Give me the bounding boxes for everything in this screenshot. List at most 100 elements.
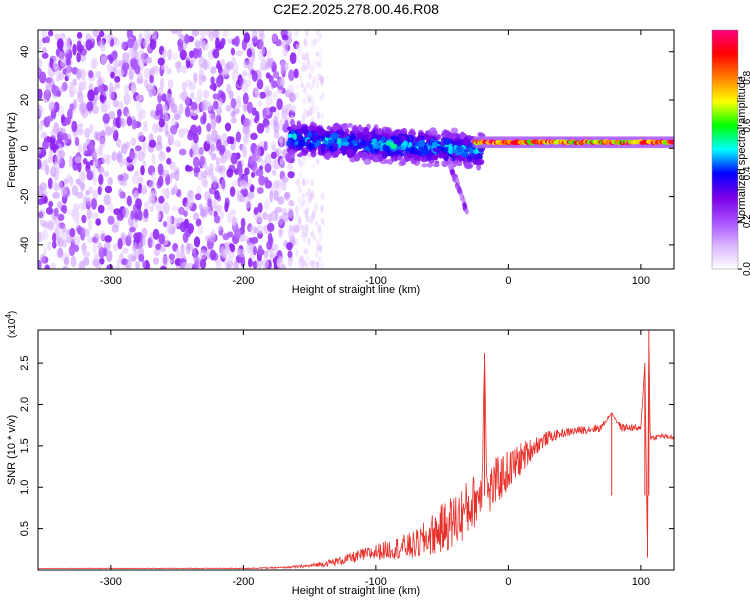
noise-cell	[303, 209, 308, 215]
noise-cell	[110, 71, 115, 79]
noise-cell	[305, 207, 309, 216]
band-cell	[391, 157, 396, 162]
noise-cell	[47, 220, 55, 231]
noise-cell	[314, 251, 319, 258]
noise-cell	[178, 128, 186, 139]
noise-cell	[236, 95, 242, 104]
noise-cell	[185, 96, 190, 107]
band-cell	[309, 124, 317, 130]
noise-cell	[69, 103, 75, 111]
snr-plot-background	[38, 330, 674, 570]
tail-cell	[447, 157, 452, 164]
noise-cell	[99, 230, 107, 241]
noise-cell	[297, 48, 302, 56]
band-cell	[432, 147, 440, 153]
noise-cell	[168, 134, 175, 146]
noise-cell	[126, 195, 132, 207]
noise-cell	[174, 140, 182, 148]
noise-cell	[71, 120, 78, 133]
noise-cell	[198, 56, 206, 68]
noise-cell	[158, 195, 165, 204]
noise-cell	[214, 114, 220, 124]
noise-cell	[167, 48, 173, 61]
noise-cell	[201, 170, 208, 178]
noise-cell	[61, 225, 67, 234]
noise-cell	[289, 52, 297, 64]
spectrogram-plot-area	[38, 30, 674, 269]
noise-cell	[62, 41, 71, 54]
noise-cell	[287, 228, 295, 240]
noise-cell	[271, 32, 278, 43]
spectrogram-y-ticks: -40 -20 0 20 40	[19, 46, 674, 253]
band-cell	[388, 130, 394, 137]
noise-cell	[221, 178, 226, 190]
noise-cell	[242, 92, 249, 105]
noise-cell	[320, 78, 324, 87]
noise-cell	[287, 163, 294, 170]
noise-cell	[140, 234, 146, 247]
noise-cell	[305, 191, 309, 198]
noise-cell	[90, 59, 97, 70]
noise-cell	[171, 103, 178, 114]
noise-cell	[227, 231, 234, 238]
noise-cell	[256, 122, 265, 134]
noise-cell	[62, 204, 68, 214]
band-cell	[390, 143, 398, 149]
noise-cell	[210, 144, 216, 153]
noise-cell	[68, 244, 76, 257]
noise-cell	[128, 47, 136, 59]
noise-cell	[168, 253, 176, 260]
noise-cell	[317, 224, 322, 234]
band-cell	[345, 148, 354, 156]
noise-cell	[245, 197, 252, 209]
noise-cell	[102, 113, 110, 124]
band-cell	[448, 146, 454, 155]
noise-cell	[304, 248, 309, 255]
noise-cell	[124, 141, 131, 149]
band-cell	[392, 137, 401, 145]
noise-cell	[137, 151, 145, 162]
noise-cell	[279, 158, 284, 165]
noise-cell	[166, 67, 172, 75]
noise-cell	[259, 91, 267, 99]
noise-cell	[159, 77, 165, 90]
noise-cell	[112, 242, 119, 252]
noise-cell	[269, 252, 276, 259]
noise-cell	[62, 265, 69, 269]
noise-cell	[70, 255, 77, 268]
noise-cell	[272, 169, 277, 176]
noise-cell	[138, 32, 143, 45]
noise-cell	[185, 242, 191, 255]
noise-cell	[254, 145, 261, 158]
noise-cell	[305, 262, 309, 268]
noise-cell	[112, 99, 119, 108]
noise-cell	[166, 157, 172, 165]
noise-cell	[253, 207, 259, 215]
noise-cell	[76, 69, 81, 81]
noise-cell	[108, 110, 116, 120]
noise-cell	[303, 86, 307, 94]
noise-cell	[298, 73, 302, 79]
noise-cell	[273, 115, 279, 127]
noise-cell	[239, 179, 248, 190]
noise-cell	[97, 164, 102, 172]
noise-cell	[216, 75, 222, 88]
colorbar-tick-label: 0.2	[742, 214, 750, 228]
colorbar-frame	[711, 29, 739, 270]
noise-cell	[92, 189, 99, 200]
noise-cell	[86, 208, 92, 220]
noise-cell	[244, 167, 250, 176]
noise-cell	[318, 232, 323, 241]
noise-cell	[158, 233, 166, 245]
band-cell	[466, 155, 473, 162]
noise-cell	[210, 152, 217, 161]
noise-cell	[249, 157, 254, 166]
noise-cell	[279, 135, 284, 148]
noise-cell	[47, 177, 53, 190]
band-cell	[316, 126, 321, 131]
noise-cell	[301, 51, 305, 61]
noise-cell	[174, 113, 181, 120]
noise-cell	[311, 229, 315, 236]
noise-cell	[309, 215, 314, 224]
noise-cell	[246, 101, 254, 114]
